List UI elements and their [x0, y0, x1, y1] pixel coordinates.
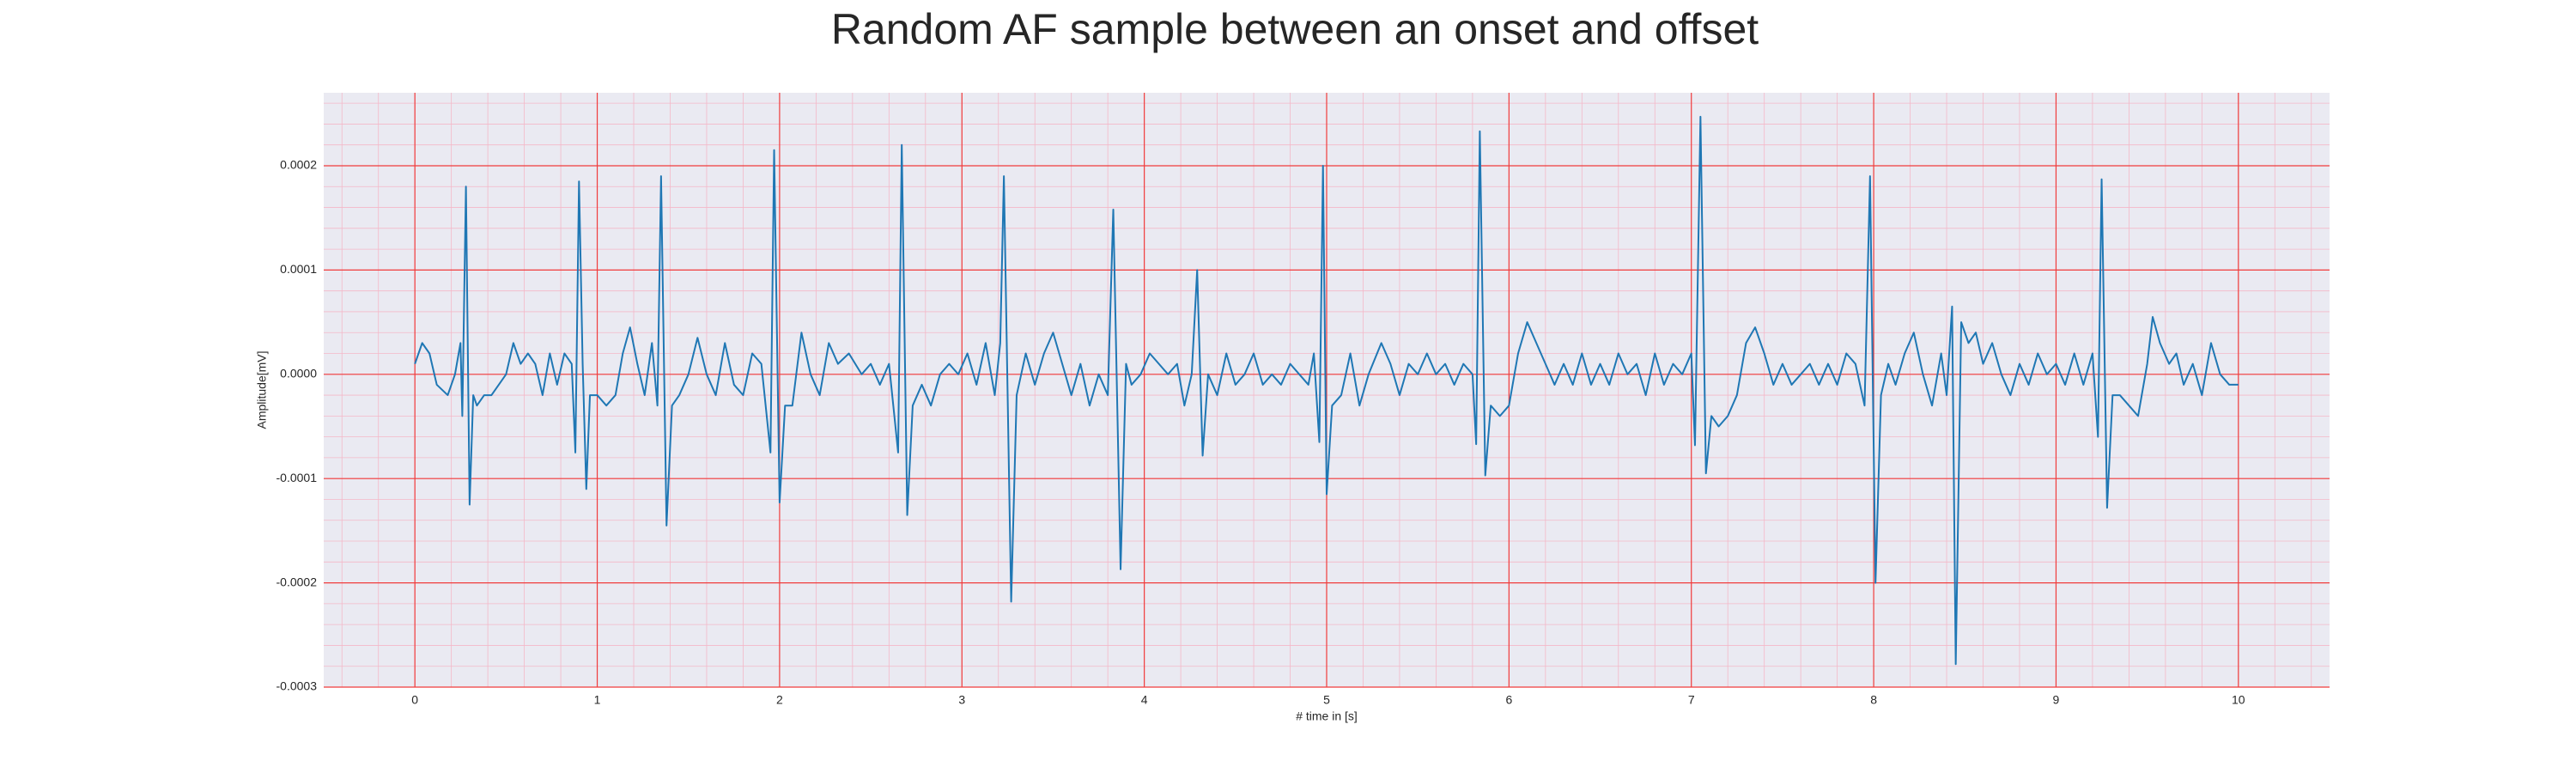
x-tick-label: 6 [1505, 693, 1512, 707]
x-axis-label: # time in [s] [1296, 709, 1358, 723]
x-tick-label: 8 [1870, 693, 1877, 707]
y-tick-label: -0.0003 [276, 679, 318, 693]
data-line [414, 115, 2239, 666]
x-tick-label: 4 [1141, 693, 1148, 707]
x-tick-label: 10 [2232, 693, 2245, 707]
x-tick-label: 5 [1323, 693, 1330, 707]
x-tick-label: 0 [411, 693, 418, 707]
grid: 0 1 2 3 4 5 6 7 8 9 10 -0.0003 -0.0002 -0.0001 0.0000 0… [276, 93, 2330, 707]
x-tick-label: 3 [958, 693, 965, 707]
x-tick-label: 7 [1688, 693, 1695, 707]
y-tick-label: 0.0000 [280, 366, 317, 380]
chart-title: Random AF sample between an onset and of… [831, 5, 1759, 53]
y-axis-label: Amplitude[mV] [255, 350, 269, 429]
y-tick-label: -0.0001 [276, 471, 318, 484]
x-tick-label: 2 [776, 693, 783, 707]
y-tick-label: 0.0001 [280, 262, 317, 276]
y-tick-label: 0.0002 [280, 158, 317, 172]
marks [414, 115, 2239, 666]
y-tick-label: -0.0002 [276, 575, 318, 588]
x-tick-label: 1 [594, 693, 601, 707]
x-tick-label: 9 [2053, 693, 2060, 707]
